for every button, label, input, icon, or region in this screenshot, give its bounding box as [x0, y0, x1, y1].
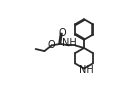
Text: NH: NH — [62, 38, 77, 48]
Text: O: O — [58, 28, 66, 38]
Text: O: O — [47, 40, 55, 50]
Text: NH: NH — [79, 65, 94, 75]
